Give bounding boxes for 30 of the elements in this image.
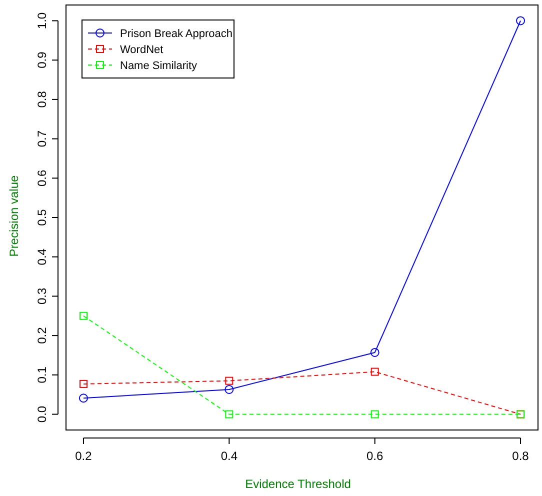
legend-label: Prison Break Approach	[120, 28, 233, 40]
y-tick-label: 0.9	[35, 51, 49, 68]
point	[370, 348, 380, 357]
x-tick-label: 0.2	[75, 449, 92, 463]
legend-label: Name Similarity	[120, 60, 198, 72]
point	[224, 384, 234, 394]
y-tick-label: 0.1	[35, 366, 49, 384]
y-tick-label: 0.8	[35, 90, 49, 108]
point	[78, 394, 88, 403]
point	[225, 410, 234, 418]
legend-label: WordNet	[120, 44, 164, 56]
point	[79, 380, 88, 388]
y-tick-label: 0.7	[35, 130, 49, 148]
point	[370, 368, 379, 376]
y-tick-label: 0.5	[35, 208, 49, 226]
y-axis-title: Precision value	[7, 174, 21, 257]
point	[225, 376, 234, 385]
y-tick-label: 1.0	[35, 12, 49, 30]
x-tick-label: 0.6	[366, 449, 384, 463]
point	[516, 16, 526, 26]
y-tick-label: 0.2	[35, 326, 49, 344]
point	[370, 410, 379, 418]
y-tick-label: 0.3	[35, 288, 49, 305]
x-tick-label: 0.8	[512, 449, 530, 463]
point	[79, 312, 88, 320]
x-tick-label: 0.4	[220, 449, 238, 463]
y-tick-label: 0.0	[35, 406, 49, 423]
x-axis-title: Evidence Threshold	[245, 477, 351, 491]
y-tick-label: 0.6	[35, 169, 49, 186]
y-tick-label: 0.4	[35, 248, 49, 266]
